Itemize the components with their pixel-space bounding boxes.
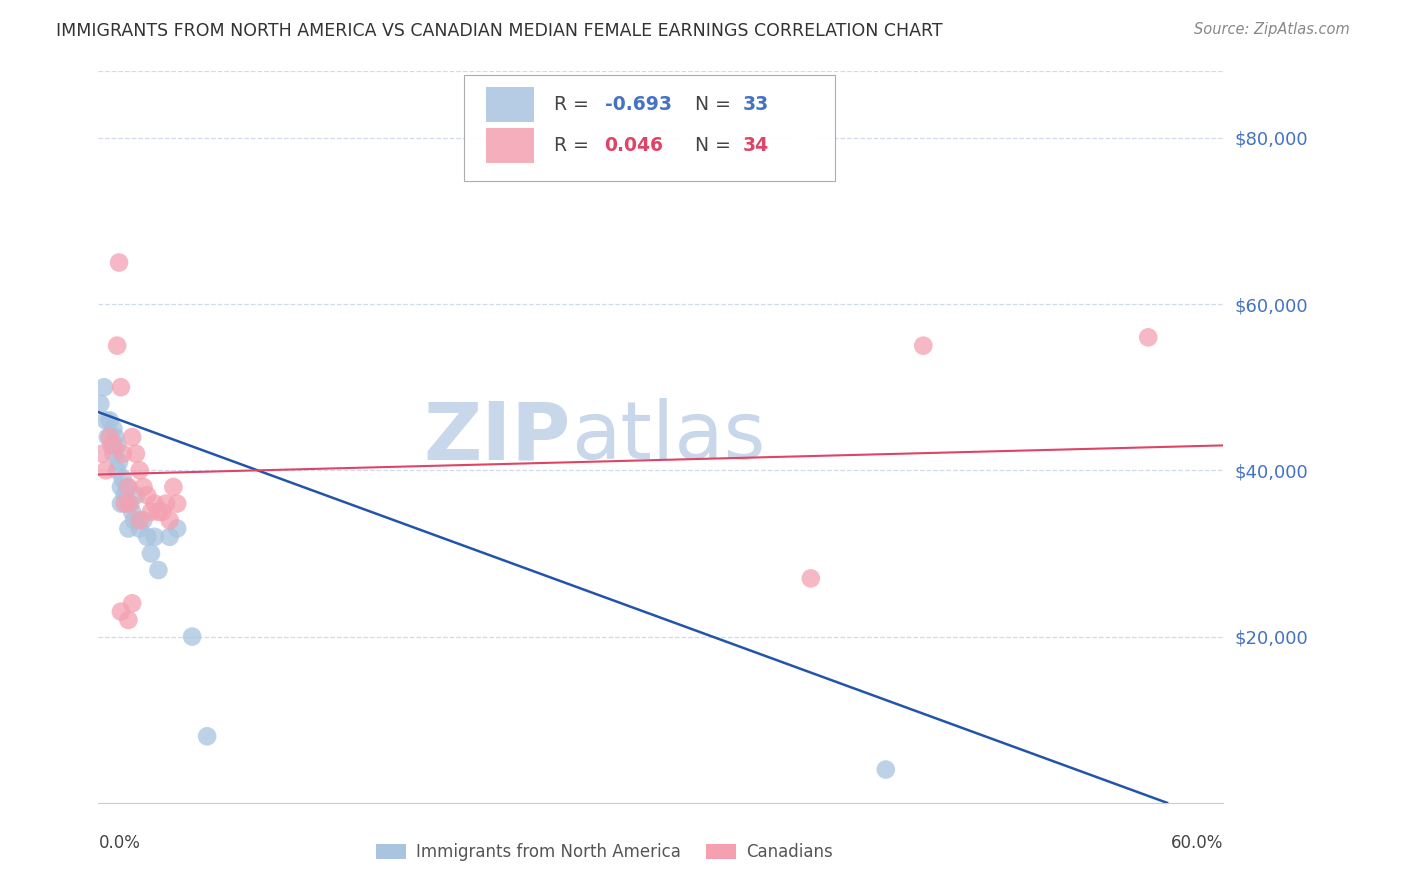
Point — [155, 497, 177, 511]
Point — [94, 463, 117, 477]
Point — [121, 505, 143, 519]
Point — [150, 505, 173, 519]
Text: 60.0%: 60.0% — [1171, 834, 1223, 852]
Point — [108, 455, 131, 469]
Point — [132, 480, 155, 494]
Point — [98, 413, 121, 427]
Point — [105, 438, 128, 452]
Point — [121, 430, 143, 444]
Point — [100, 438, 122, 452]
Point — [110, 380, 132, 394]
Point — [1137, 330, 1160, 344]
Text: Source: ZipAtlas.com: Source: ZipAtlas.com — [1194, 22, 1350, 37]
Point — [143, 530, 166, 544]
Point — [97, 430, 120, 444]
Text: R =: R = — [554, 95, 595, 114]
Point — [148, 563, 170, 577]
Legend: Immigrants from North America, Canadians: Immigrants from North America, Canadians — [370, 837, 839, 868]
Point — [132, 513, 155, 527]
Text: 0.0%: 0.0% — [98, 834, 141, 852]
Point — [94, 413, 117, 427]
Point — [117, 613, 139, 627]
FancyBboxPatch shape — [464, 75, 835, 181]
Point — [89, 397, 111, 411]
Text: R =: R = — [554, 136, 600, 154]
Point — [91, 447, 114, 461]
Point — [105, 338, 128, 352]
Point — [136, 488, 159, 502]
Point — [108, 255, 131, 269]
Point — [128, 463, 150, 477]
Point — [111, 447, 134, 461]
Point — [117, 521, 139, 535]
Point — [110, 605, 132, 619]
Point — [136, 530, 159, 544]
Point — [111, 472, 134, 486]
Point — [117, 497, 139, 511]
Point — [114, 497, 136, 511]
Point — [122, 513, 145, 527]
Point — [98, 430, 121, 444]
FancyBboxPatch shape — [486, 87, 534, 122]
Text: 34: 34 — [742, 136, 769, 154]
Text: -0.693: -0.693 — [605, 95, 672, 114]
Point — [125, 488, 148, 502]
Text: atlas: atlas — [571, 398, 765, 476]
Point — [93, 380, 115, 394]
Point — [875, 763, 897, 777]
Point — [143, 497, 166, 511]
Point — [103, 447, 125, 461]
Point — [114, 488, 136, 502]
Text: N =: N = — [683, 136, 737, 154]
Point — [105, 463, 128, 477]
Point — [117, 480, 139, 494]
Point — [115, 480, 138, 494]
Point — [110, 480, 132, 494]
Point — [181, 630, 204, 644]
Point — [139, 546, 162, 560]
Text: 33: 33 — [742, 95, 769, 114]
Point — [148, 505, 170, 519]
Text: 0.046: 0.046 — [605, 136, 664, 154]
Point — [121, 596, 143, 610]
Point — [162, 480, 184, 494]
Point — [800, 571, 823, 585]
Point — [166, 497, 188, 511]
FancyBboxPatch shape — [486, 128, 534, 163]
Point — [125, 447, 148, 461]
Point — [159, 530, 181, 544]
Point — [104, 430, 127, 444]
Point — [128, 521, 150, 535]
Text: IMMIGRANTS FROM NORTH AMERICA VS CANADIAN MEDIAN FEMALE EARNINGS CORRELATION CHA: IMMIGRANTS FROM NORTH AMERICA VS CANADIA… — [56, 22, 943, 40]
Text: N =: N = — [683, 95, 737, 114]
Point — [110, 497, 132, 511]
Point — [139, 505, 162, 519]
Point — [159, 513, 181, 527]
Point — [166, 521, 188, 535]
Point — [912, 338, 935, 352]
Text: ZIP: ZIP — [423, 398, 571, 476]
Point — [103, 422, 125, 436]
Point — [128, 513, 150, 527]
Point — [195, 729, 218, 743]
Point — [103, 438, 125, 452]
Point — [120, 497, 142, 511]
